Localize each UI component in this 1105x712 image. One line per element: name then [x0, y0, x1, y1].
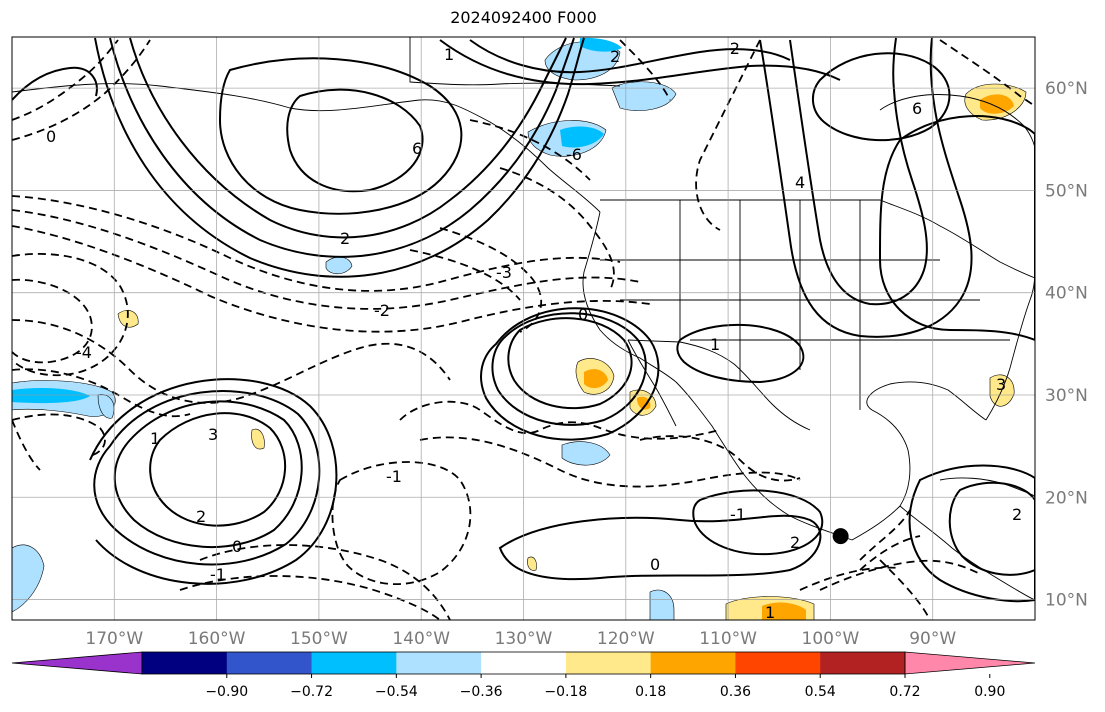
coast-westcoast [582, 211, 853, 541]
shade-blue-sw [12, 544, 45, 613]
border-us-can [600, 199, 1035, 279]
y-tick-label: 40°N [1045, 284, 1088, 304]
colorbar: −0.90 −0.72 −0.54 −0.36 −0.18 0.18 0.36 0.54 0.7… [11, 651, 1036, 700]
x-tick-label: 160°W [188, 629, 246, 649]
y-tick-label: 20°N [1045, 488, 1088, 508]
shade-blue-pacific [561, 441, 611, 466]
colorbar-segment [565, 652, 652, 674]
x-tick-label: 140°W [392, 629, 450, 649]
storm-center-marker [832, 528, 849, 545]
colorbar-tick-label: −0.36 [460, 684, 503, 700]
contour-label: 2 [790, 533, 800, 552]
contour-label: -4 [76, 343, 92, 362]
colorbar-tick-label: 0.18 [635, 684, 666, 700]
contour-label: -1 [210, 565, 226, 584]
colorbar-segment [735, 652, 821, 674]
colorbar-segment [820, 652, 906, 674]
contour-label: 2 [340, 229, 350, 248]
contour-label: 0 [232, 537, 242, 556]
contour-label: 0 [578, 305, 588, 324]
coast-baja [627, 339, 677, 427]
colorbar-tick-label: 0.90 [974, 684, 1005, 700]
dashed-contours [12, 39, 1035, 620]
contour-label: -2 [374, 301, 390, 320]
y-tick-label: 30°N [1045, 386, 1088, 406]
gridlines [12, 37, 1035, 620]
colorbar-segment [226, 652, 313, 674]
colorbar-tick-label: −0.72 [290, 684, 333, 700]
colorbar-segment [142, 652, 228, 674]
coast-central-am [899, 505, 1035, 601]
shade-cyan-gulf [560, 126, 604, 148]
shade-blue-canada [611, 81, 677, 111]
x-tick-label: 120°W [597, 629, 655, 649]
shade-blue-s [649, 589, 675, 620]
x-tick-label: 110°W [699, 629, 757, 649]
contour-label: 3 [996, 375, 1006, 394]
contour-label: 6 [412, 139, 422, 158]
colorbar-frame [141, 651, 906, 675]
shade-orange-south [762, 602, 806, 620]
shade-yellow-small3 [527, 556, 537, 571]
solid-contours [12, 37, 1035, 603]
contour-label: 1 [150, 429, 160, 448]
colorbar-tick-label: −0.18 [544, 684, 587, 700]
contour-label: -3 [496, 263, 512, 282]
y-tick-label: 50°N [1045, 181, 1088, 201]
contour-label: 6 [912, 99, 922, 118]
y-tick-label: 10°N [1045, 591, 1088, 611]
shade-blue-mid [97, 394, 115, 419]
contour-label: 2 [1012, 505, 1022, 524]
x-tick-label: 130°W [495, 629, 553, 649]
shade-yellow-small2 [251, 428, 265, 450]
colorbar-tick-label: −0.90 [205, 684, 248, 700]
colorbar-extend-low [11, 651, 143, 675]
shade-cyan-alaska [580, 37, 622, 52]
contour-label: 4 [795, 173, 805, 192]
contour-label: 1 [710, 335, 720, 354]
contour-label: 0 [46, 127, 56, 146]
colorbar-segment [311, 652, 397, 674]
contour-label: 1 [444, 45, 454, 64]
contour-label: -1 [730, 505, 746, 524]
colorbar-segment [481, 652, 567, 674]
x-tick-label: 100°W [802, 629, 860, 649]
colorbar-extend-high [904, 651, 1036, 675]
map-title: 2024092400 F000 [450, 8, 597, 27]
contour-label: 0 [650, 555, 660, 574]
contour-label: 1 [765, 603, 775, 622]
contour-layer [12, 37, 1035, 620]
shade-cyan-west [12, 388, 90, 404]
shade-orange-baja [584, 369, 608, 389]
y-tick-label: 60°N [1045, 79, 1088, 99]
colorbar-tick-label: 0.36 [720, 684, 751, 700]
colorbar-tick-label: 0.72 [889, 684, 920, 700]
contour-label: 2 [610, 47, 620, 66]
shade-orange-baja2 [637, 396, 651, 410]
colorbar-tick-label: 0.54 [805, 684, 836, 700]
contour-label: 3 [208, 425, 218, 444]
contour-label: 2 [196, 507, 206, 526]
colorbar-segment [396, 652, 482, 674]
coast-alaska [12, 83, 601, 213]
contour-label: -1 [386, 467, 402, 486]
colorbar-tick-label: −0.54 [375, 684, 418, 700]
map-frame [11, 36, 1036, 621]
x-axis-ticks: 170°W 160°W 150°W 140°W 130°W 120°W 110°W 100°W… [85, 629, 956, 649]
map-panel: 6 2 0 -2 -3 -1 -4 3 1 2 -1 0 0 1 2 -1 2 … [12, 37, 1035, 622]
coast-hudson [879, 94, 1035, 151]
x-tick-label: 90°W [909, 629, 956, 649]
shade-orange-hudson [980, 94, 1014, 114]
coast-east [985, 269, 1035, 421]
contour-labels: 6 2 0 -2 -3 -1 -4 3 1 2 -1 0 0 1 2 -1 2 … [46, 39, 1022, 622]
y-axis-ticks: 60°N 50°N 40°N 30°N 20°N 10°N [1045, 79, 1088, 610]
colorbar-segment [650, 652, 736, 674]
contour-label: -2 [724, 39, 740, 58]
x-tick-label: 170°W [85, 629, 143, 649]
x-tick-label: 150°W [290, 629, 348, 649]
contour-label: -6 [566, 145, 582, 164]
